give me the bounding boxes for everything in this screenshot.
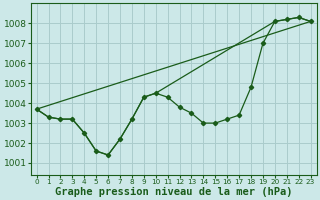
X-axis label: Graphe pression niveau de la mer (hPa): Graphe pression niveau de la mer (hPa) (55, 186, 292, 197)
